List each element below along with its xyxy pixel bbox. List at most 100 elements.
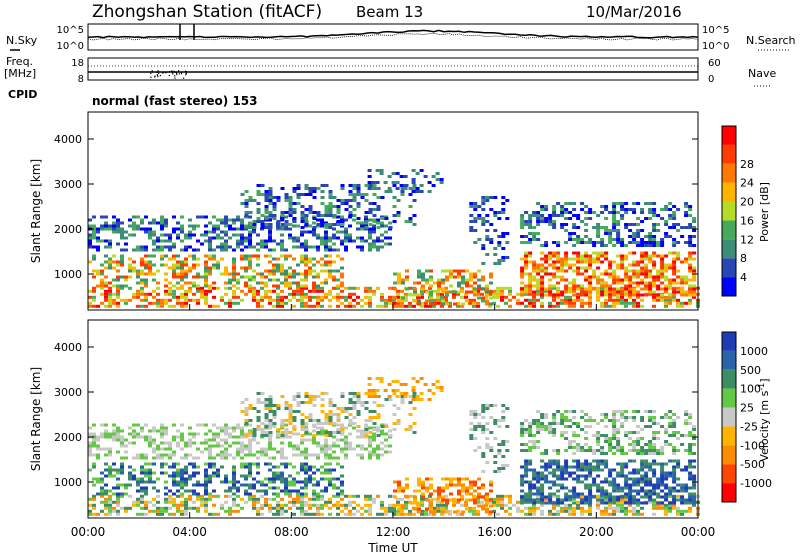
velocity-cell: [401, 504, 405, 508]
power-cell: [556, 266, 561, 270]
velocity-cell: [404, 428, 409, 431]
power-cell: [692, 251, 697, 255]
power-cell: [392, 298, 396, 302]
velocity-cell: [116, 471, 120, 475]
velocity-cell: [160, 429, 164, 433]
velocity-cell: [312, 429, 316, 433]
velocity-cell: [172, 477, 176, 481]
power-cell: [400, 304, 404, 308]
power-cell: [688, 287, 693, 291]
velocity-cell: [116, 438, 120, 442]
power-cell: [652, 295, 656, 299]
power-cell: [220, 230, 224, 234]
power-cell: [228, 272, 232, 276]
power-cell: [316, 223, 321, 226]
power-cell: [540, 217, 545, 220]
power-cell: [568, 238, 573, 241]
power-cell: [473, 202, 478, 205]
velocity-cell: [425, 498, 429, 502]
power-cell: [616, 275, 621, 279]
power-cell: [148, 221, 152, 225]
power-cell: [240, 233, 244, 237]
power-cell: [272, 269, 276, 273]
velocity-cell: [364, 407, 369, 410]
power-cell: [568, 232, 573, 235]
velocity-cell: [584, 474, 589, 478]
power-cell: [204, 284, 208, 288]
velocity-cell: [417, 489, 421, 493]
power-cell: [132, 292, 136, 296]
power-cell: [116, 304, 120, 308]
power-cell: [296, 298, 300, 302]
velocity-cell: [580, 480, 585, 484]
power-cell: [168, 298, 172, 302]
velocity-cell: [88, 447, 92, 451]
velocity-cell: [396, 509, 400, 513]
power-cell: [485, 196, 490, 199]
velocity-cell: [352, 401, 357, 404]
velocity-cell: [120, 465, 124, 469]
power-cell: [660, 254, 665, 258]
power-cell: [328, 226, 333, 229]
power-cell: [664, 287, 669, 291]
freq-dot: [171, 70, 173, 72]
velocity-cell: [368, 426, 372, 430]
velocity-cell: [604, 501, 609, 505]
power-cell: [660, 244, 665, 247]
velocity-cell: [672, 486, 677, 490]
velocity-cell: [576, 443, 581, 446]
velocity-cell: [148, 477, 152, 481]
velocity-cell: [457, 480, 461, 484]
power-cell: [413, 290, 417, 294]
velocity-cell: [304, 462, 308, 466]
power-cell: [552, 295, 556, 299]
power-cell: [108, 245, 112, 249]
velocity-cell: [664, 503, 668, 507]
power-cell: [520, 287, 525, 291]
velocity-cell: [112, 429, 116, 433]
power-cell: [224, 242, 228, 246]
power-cell: [244, 202, 249, 205]
power-cell: [668, 284, 673, 288]
power-cell: [688, 238, 693, 241]
velocity-cell: [476, 497, 480, 501]
velocity-cell: [180, 435, 184, 439]
power-cell: [588, 293, 593, 297]
velocity-cell: [664, 498, 669, 502]
power-cell: [340, 239, 344, 243]
velocity-cell: [348, 444, 352, 448]
velocity-cell: [457, 498, 461, 502]
power-cell: [320, 184, 325, 187]
power-cell: [600, 254, 605, 258]
freq-dot: [174, 77, 176, 79]
velocity-cell: [656, 501, 661, 505]
velocity-cell: [300, 480, 304, 484]
velocity-cell: [164, 471, 168, 475]
velocity-cell: [300, 438, 304, 442]
velocity-cell: [588, 474, 593, 478]
velocity-cell: [532, 506, 536, 510]
power-cell: [560, 266, 565, 270]
velocity-cell: [576, 462, 581, 466]
velocity-cell: [612, 498, 617, 502]
power-cell: [240, 193, 245, 196]
power-cell: [128, 298, 132, 302]
power-cell: [473, 205, 478, 208]
power-cell: [352, 298, 356, 302]
velocity-cell: [324, 503, 328, 507]
power-cell: [592, 287, 597, 291]
power-cell: [228, 304, 232, 308]
velocity-cell: [264, 453, 268, 457]
velocity-cell: [288, 404, 293, 407]
velocity-cell: [584, 509, 588, 513]
velocity-cell: [92, 512, 96, 516]
cpid-text: normal (fast stereo) 153: [92, 94, 258, 108]
power-cell: [276, 220, 281, 223]
power-cell: [336, 236, 340, 240]
power-cell: [596, 254, 601, 258]
velocity-cell: [344, 447, 348, 451]
power-cell: [411, 178, 416, 181]
power-cell: [288, 254, 292, 258]
power-cell: [680, 260, 685, 264]
velocity-cell: [288, 419, 293, 422]
